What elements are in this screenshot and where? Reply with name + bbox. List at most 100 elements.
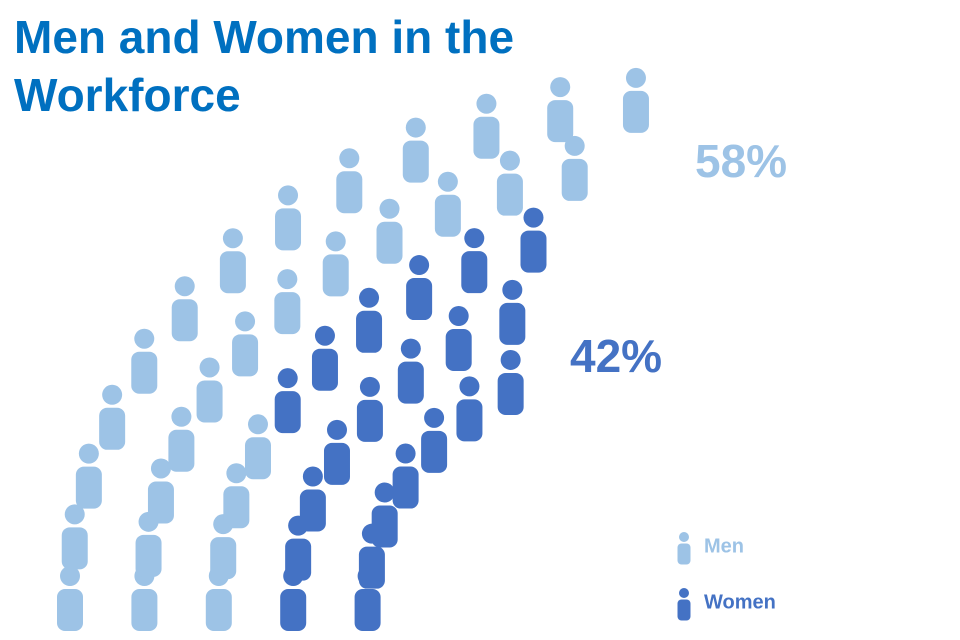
icon-head xyxy=(448,305,469,326)
icon-body xyxy=(210,537,237,580)
icon-body xyxy=(171,299,198,342)
person-icon xyxy=(223,463,250,529)
icon-body xyxy=(406,278,433,321)
icon-body xyxy=(376,221,403,264)
person-icon xyxy=(147,458,174,524)
person-icon xyxy=(461,228,488,294)
icon-body xyxy=(280,589,307,631)
person-icon xyxy=(622,67,649,133)
person-icon xyxy=(274,269,301,335)
icon-body xyxy=(356,310,383,353)
icon-body xyxy=(232,334,259,377)
icon-body xyxy=(323,442,350,485)
icon-head xyxy=(235,311,256,332)
icon-head xyxy=(247,414,268,435)
icon-head xyxy=(339,148,360,169)
icon-body xyxy=(520,230,547,273)
icon-head xyxy=(226,463,247,484)
person-icon xyxy=(677,532,691,565)
icon-body xyxy=(561,158,588,201)
person-icon xyxy=(547,77,574,143)
legend-label: Men xyxy=(704,535,744,557)
person-icon xyxy=(196,357,223,423)
icon-head xyxy=(64,504,85,525)
icon-body xyxy=(496,173,523,216)
icon-body xyxy=(397,361,424,404)
person-icon xyxy=(57,566,83,631)
person-icon xyxy=(274,368,301,434)
person-icon xyxy=(311,325,338,391)
person-icon xyxy=(473,93,500,159)
icon-body xyxy=(285,538,312,581)
icon-body xyxy=(322,254,349,297)
person-icon xyxy=(244,414,271,480)
icon-head xyxy=(102,384,123,405)
person-icon xyxy=(322,231,349,297)
icon-body xyxy=(358,546,385,589)
person-icon xyxy=(275,185,302,251)
icon-body xyxy=(473,116,500,159)
icon-head xyxy=(278,185,299,206)
person-icon xyxy=(371,482,398,548)
icon-head xyxy=(359,287,380,308)
icon-head xyxy=(424,407,445,428)
person-icon xyxy=(61,504,88,570)
icon-body xyxy=(274,292,301,335)
icon-head xyxy=(314,325,335,346)
icon-body xyxy=(547,100,574,143)
icon-body xyxy=(131,589,158,631)
icon-body xyxy=(336,171,363,214)
icon-body xyxy=(392,466,419,509)
icon-body xyxy=(299,489,326,532)
icon-body xyxy=(677,543,691,565)
series-icons xyxy=(274,207,547,631)
icon-head xyxy=(564,135,585,156)
person-icon xyxy=(434,171,461,237)
person-icon xyxy=(356,376,383,442)
icon-head xyxy=(277,269,298,290)
person-icon xyxy=(99,384,126,450)
legend-label: Women xyxy=(704,591,776,613)
icon-head xyxy=(523,207,544,228)
person-icon xyxy=(232,311,259,377)
icon-head xyxy=(679,532,689,542)
icon-head xyxy=(379,198,400,219)
icon-head xyxy=(550,77,571,98)
icon-head xyxy=(359,376,380,397)
icon-body xyxy=(677,599,691,621)
icon-body xyxy=(456,399,483,442)
series-icons xyxy=(57,67,649,631)
icon-head xyxy=(222,228,243,249)
icon-body xyxy=(131,351,158,394)
person-icon xyxy=(336,148,363,214)
value-label: 42% xyxy=(570,330,662,382)
icon-head xyxy=(409,255,430,276)
icon-head xyxy=(60,566,80,586)
icon-head xyxy=(395,443,416,464)
person-icon xyxy=(397,338,424,404)
icon-head xyxy=(78,443,99,464)
person-icon xyxy=(392,443,419,509)
icon-body xyxy=(75,466,102,509)
icon-body xyxy=(223,486,250,529)
person-icon xyxy=(520,207,547,273)
icon-head xyxy=(459,376,480,397)
icon-body xyxy=(219,251,246,294)
icon-head xyxy=(679,588,689,598)
person-icon xyxy=(168,406,195,472)
icon-head xyxy=(625,67,646,88)
chart-title: Men and Women in the Workforce xyxy=(14,11,515,121)
icon-head xyxy=(171,406,192,427)
person-icon xyxy=(75,443,102,509)
icon-body xyxy=(421,430,448,473)
person-icon xyxy=(406,255,433,321)
icon-body xyxy=(57,589,83,631)
icon-head xyxy=(150,458,171,479)
icon-body xyxy=(497,372,524,415)
person-icon xyxy=(456,376,483,442)
icon-body xyxy=(147,481,174,524)
icon-body xyxy=(354,589,381,631)
icon-body xyxy=(402,140,429,183)
